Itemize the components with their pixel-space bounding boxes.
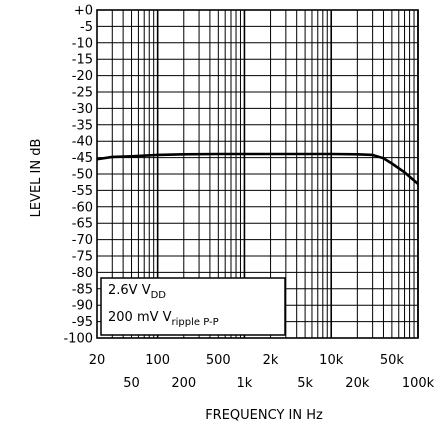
annotation-box: 2.6V VDD 200 mV Vripple P-P [100,277,286,336]
x-tick-label: 50 [123,376,140,391]
y-tick-label: -70 [72,233,93,248]
y-tick-label: -65 [72,217,93,232]
x-tick-label: 100k [402,376,435,391]
y-tick-label: +0 [74,4,93,19]
x-tick-label: 50k [380,353,405,368]
x-tick-label: 20 [89,353,106,368]
y-tick-label: -10 [72,36,93,51]
x-tick-label: 20k [345,376,370,391]
x-tick-label: 1k [237,376,253,391]
x-tick-labels: 20 100 500 2k 10k 50k 50 200 1k 5k 20k 100k [89,353,435,391]
annotation-line-1-main: 2.6V V [108,283,151,298]
y-tick-label: -55 [72,184,93,199]
x-tick-label: 100 [145,353,170,368]
y-tick-label: -25 [72,86,93,101]
annotation-line-2-main: 200 mV V [108,310,172,325]
y-tick-label: -85 [72,282,93,297]
annotation-line-2-sub: ripple P-P [172,317,219,328]
annotation-line-1: 2.6V VDD [108,283,166,301]
y-tick-label: -95 [72,315,93,330]
y-tick-label: -90 [72,299,93,314]
y-axis-label: LEVEL IN dB [29,139,44,218]
x-axis-label: FREQUENCY IN Hz [205,408,323,423]
annotation-box-frame [100,277,286,336]
y-tick-label: -80 [72,266,93,281]
x-tick-label: 2k [263,353,279,368]
series-group [96,152,419,185]
y-tick-labels: +0-5-10 -15-20 -25-30-35 -40-45 -50-55-60 -65… [63,4,93,347]
y-tick-label: -100 [63,332,93,347]
y-tick-label: -30 [72,102,93,117]
y-tick-label: -45 [72,151,93,166]
y-tick-label: -5 [80,20,93,35]
plot-frame [96,9,419,339]
x-tick-label: 5k [297,376,313,391]
annotation-line-1-sub: DD [151,290,167,301]
y-tick-label: -60 [72,200,93,215]
y-tick-label: -75 [72,250,93,265]
y-tick-label: -35 [72,118,93,133]
x-tick-label: 200 [171,376,196,391]
x-tick-label: 500 [206,353,231,368]
series-line [96,152,419,185]
y-tick-label: -40 [72,135,93,150]
y-tick-label: -20 [72,69,93,84]
x-tick-label: 10k [319,353,344,368]
y-tick-label: -50 [72,168,93,183]
y-tick-label: -15 [72,53,93,68]
annotation-line-2: 200 mV Vripple P-P [108,310,219,328]
